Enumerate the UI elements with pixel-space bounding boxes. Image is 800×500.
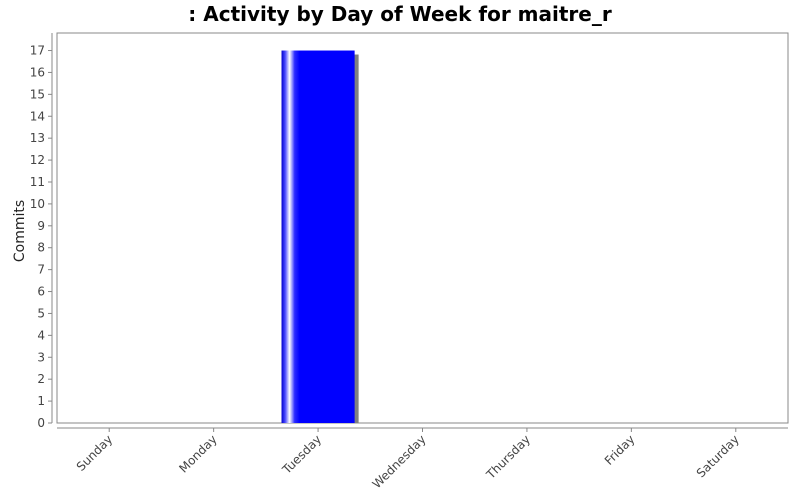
x-tick-label: Sunday: [74, 432, 116, 474]
y-tick-label: 15: [30, 87, 45, 101]
x-tick-label: Saturday: [694, 432, 742, 480]
x-axis: Sunday Monday Tuesday Wednesday Thursday Frid…: [57, 427, 788, 491]
chart-title: : Activity by Day of Week for maitre_r: [188, 2, 612, 26]
y-tick-label: 7: [37, 263, 45, 277]
y-tick-label: 1: [37, 394, 45, 408]
y-tick-label: 9: [37, 219, 45, 233]
y-tick-label: 12: [30, 153, 45, 167]
y-tick-label: 11: [30, 175, 45, 189]
y-tick-label: 5: [37, 306, 45, 320]
y-tick-label: 2: [37, 372, 45, 386]
x-tick-label: Tuesday: [279, 432, 324, 477]
x-tick-label: Wednesday: [370, 432, 429, 491]
x-tick-label: Monday: [176, 432, 219, 475]
y-tick-label: 0: [37, 416, 45, 430]
bar-series: [281, 50, 359, 424]
y-axis-label: Commits: [12, 200, 28, 262]
y-tick-label: 13: [30, 131, 45, 145]
y-tick-label: 6: [37, 285, 45, 299]
y-tick-label: 10: [30, 197, 45, 211]
x-tick-label: Friday: [602, 432, 638, 468]
plot-area: [56, 32, 789, 424]
bar-tuesday: [281, 50, 355, 424]
y-tick-label: 3: [37, 350, 45, 364]
y-tick-label: 17: [30, 44, 45, 58]
y-tick-label: 14: [30, 109, 45, 123]
y-tick-label: 4: [37, 328, 45, 342]
y-tick-label: 8: [37, 241, 45, 255]
x-tick-label: Thursday: [483, 432, 533, 482]
y-tick-label: 16: [30, 65, 45, 79]
